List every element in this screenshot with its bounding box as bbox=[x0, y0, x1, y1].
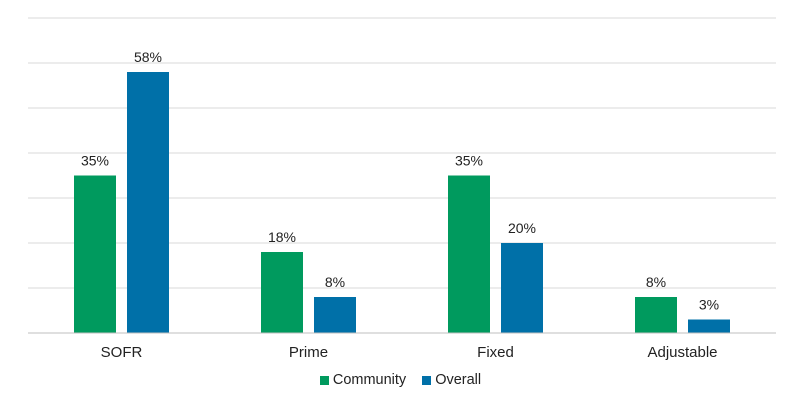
bar-adjustable-overall bbox=[688, 319, 730, 333]
bar-prime-overall bbox=[314, 297, 356, 333]
legend-label-overall: Overall bbox=[435, 372, 482, 388]
x-tick-label-adjustable: Adjustable bbox=[647, 344, 717, 361]
data-label-sofr-overall: 58% bbox=[134, 49, 162, 65]
legend-label-community: Community bbox=[332, 372, 407, 388]
data-label-fixed-overall: 20% bbox=[508, 220, 536, 236]
legend-item-overall: Overall bbox=[422, 372, 481, 388]
bar-chart: 35% 58% 18% 8% 35% 20% 8% 3% SOFR Prime Fixed Adju… bbox=[28, 17, 776, 361]
bar-sofr-overall bbox=[127, 72, 169, 333]
x-tick-label-sofr: SOFR bbox=[101, 344, 143, 361]
bar-adjustable-community bbox=[635, 297, 677, 333]
data-label-sofr-community: 35% bbox=[81, 153, 109, 169]
x-tick-label-fixed: Fixed bbox=[477, 344, 514, 361]
data-label-fixed-community: 35% bbox=[455, 153, 483, 169]
bar-fixed-overall bbox=[501, 243, 543, 333]
bars bbox=[74, 72, 730, 333]
data-label-prime-community: 18% bbox=[268, 229, 296, 245]
bar-prime-community bbox=[261, 252, 303, 333]
x-tick-labels: SOFR Prime Fixed Adjustable bbox=[101, 344, 718, 361]
data-label-prime-overall: 8% bbox=[325, 274, 345, 290]
legend-swatch-community bbox=[319, 375, 329, 385]
data-label-adjustable-community: 8% bbox=[646, 274, 666, 290]
x-tick-label-prime: Prime bbox=[289, 344, 328, 361]
legend-item-community: Community bbox=[319, 372, 407, 388]
data-labels: 35% 58% 18% 8% 35% 20% 8% 3% bbox=[81, 49, 719, 313]
legend-swatch-overall bbox=[422, 375, 432, 385]
data-label-adjustable-overall: 3% bbox=[699, 297, 719, 313]
bar-sofr-community bbox=[74, 175, 116, 333]
bar-fixed-community bbox=[448, 175, 490, 333]
legend: Community Overall bbox=[0, 372, 801, 388]
